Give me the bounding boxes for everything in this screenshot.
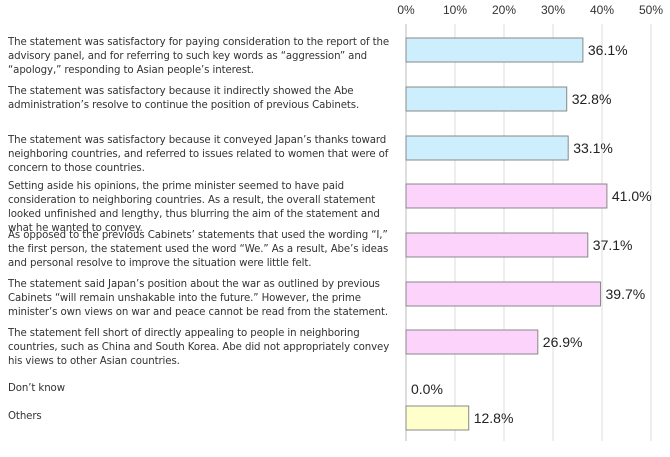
tick-label: 50%: [639, 3, 663, 17]
value-label: 0.0%: [411, 381, 443, 397]
bar: [405, 135, 569, 161]
bar: [405, 37, 584, 63]
bar: [405, 232, 589, 258]
value-label: 37.1%: [593, 237, 633, 253]
value-label: 36.1%: [588, 42, 628, 58]
category-label: The statement was satisfactory for payin…: [8, 37, 390, 76]
bar: [405, 329, 539, 355]
value-label: 39.7%: [606, 286, 646, 302]
category-label: The statement was satisfactory because i…: [8, 135, 389, 174]
value-label: 32.8%: [572, 91, 612, 107]
bar: [405, 405, 470, 431]
category-label: Others: [8, 411, 42, 422]
category-label: As opposed to the previous Cabinets’ sta…: [8, 230, 389, 269]
category-label: Don’t know: [8, 383, 65, 394]
tick-label: 30%: [541, 3, 565, 17]
tick-label: 10%: [443, 3, 467, 17]
bar: [405, 183, 608, 209]
tick-label: 0%: [397, 3, 415, 17]
value-label: 26.9%: [543, 334, 583, 350]
category-label: The statement said Japan’s position abou…: [8, 279, 389, 318]
value-label: 41.0%: [612, 188, 652, 204]
value-label: 12.8%: [474, 410, 514, 426]
category-label: The statement was satisfactory because i…: [8, 86, 360, 111]
tick-label: 40%: [590, 3, 614, 17]
category-label: Setting aside his opinions, the prime mi…: [8, 181, 380, 234]
bar: [405, 281, 602, 307]
category-label: The statement fell short of directly app…: [8, 328, 390, 367]
bar: [405, 86, 568, 112]
value-label: 33.1%: [573, 140, 613, 156]
tick-label: 20%: [492, 3, 516, 17]
